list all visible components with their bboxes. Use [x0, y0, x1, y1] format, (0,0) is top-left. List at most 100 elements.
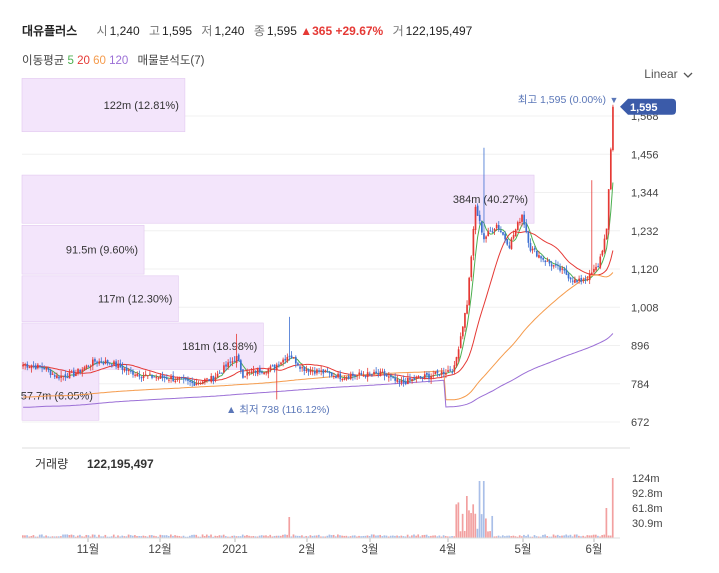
volume-bar: [392, 535, 394, 538]
volume-bar: [208, 535, 210, 538]
volume-bar: [170, 534, 172, 538]
volume-bar: [400, 535, 403, 538]
volume-bar: [106, 536, 109, 538]
volume-bar: [434, 535, 436, 538]
volume-bar: [131, 535, 134, 538]
volume-bar: [250, 536, 253, 538]
candle-body: [394, 377, 397, 381]
candle-body: [442, 371, 445, 374]
candle-body: [244, 376, 246, 378]
volume-bar: [237, 536, 240, 538]
volume-bar: [472, 504, 475, 538]
volume-bar: [191, 534, 193, 538]
volume-bar: [571, 536, 574, 538]
candle-body: [91, 359, 94, 366]
candle-body: [489, 230, 492, 232]
volume-bar: [193, 534, 195, 538]
volume-bar: [45, 535, 47, 538]
candle-body: [214, 377, 217, 381]
candle-body: [193, 382, 196, 386]
volume-profile-toggle[interactable]: 매물분석도(7): [137, 55, 205, 67]
volume-bar: [277, 535, 280, 538]
volume-bar: [556, 534, 559, 538]
candle-body: [493, 228, 496, 231]
candle-body: [491, 231, 494, 233]
candle-body: [578, 278, 580, 281]
volume-bar: [375, 535, 377, 538]
candle-body: [307, 369, 310, 372]
close-value: 1,595: [266, 24, 297, 38]
volume-tick-label: 92.8m: [632, 488, 663, 500]
volume-bar: [76, 535, 79, 538]
volume-bar: [110, 536, 113, 538]
volume-bar: [258, 535, 261, 538]
volume-bar: [580, 536, 582, 538]
candle-body: [77, 368, 79, 374]
candle-body: [157, 377, 160, 379]
volume-bar: [575, 534, 578, 538]
candle-body: [134, 374, 136, 376]
volume-bar: [427, 536, 430, 538]
volume-bar: [347, 536, 350, 538]
candle-body: [375, 371, 377, 374]
volume-bar: [508, 535, 510, 538]
candle-body: [440, 371, 443, 375]
candle-body: [362, 375, 365, 377]
volume-bar: [246, 535, 248, 538]
volume-profile-label: 181m (18.98%): [182, 341, 257, 353]
candle-body: [223, 365, 225, 373]
volume-bar: [222, 534, 225, 538]
volume-bar: [594, 534, 597, 538]
volume-bar: [337, 534, 339, 538]
volume-bar: [87, 535, 90, 538]
volume-profile-label: 91.5m (9.60%): [66, 245, 138, 257]
candle-body: [419, 376, 422, 378]
volume-bar: [372, 534, 375, 538]
candle-body: [32, 365, 35, 367]
candle-body: [343, 378, 346, 380]
volume-bar: [330, 535, 333, 538]
volume-bar: [282, 534, 284, 538]
volume-bar: [81, 536, 83, 538]
candle-body: [60, 375, 62, 378]
candle-body: [108, 362, 111, 364]
candle-body: [94, 359, 96, 362]
volume-bar: [398, 536, 401, 538]
volume-bar: [540, 536, 542, 538]
candle-body: [330, 372, 333, 376]
candle-body: [79, 370, 81, 373]
time-tick-label: 6월: [586, 543, 603, 556]
volume-bar: [356, 536, 358, 538]
scale-select[interactable]: Linear: [644, 67, 693, 81]
candle-body: [320, 370, 323, 372]
candle-body: [102, 362, 105, 365]
volume-bar: [364, 535, 367, 538]
volume-bar: [227, 536, 229, 538]
candle-body: [478, 214, 481, 221]
volume-bar: [60, 536, 62, 538]
volume-bar: [155, 536, 157, 538]
candle-body: [66, 377, 69, 379]
volume-bar: [343, 535, 346, 538]
volume-bar: [315, 535, 318, 538]
candle-body: [527, 231, 530, 243]
candle-body: [187, 379, 189, 381]
moving-average-toggle[interactable]: 이동평균: [22, 55, 65, 67]
candle-body: [201, 381, 204, 384]
volume-bar: [136, 536, 138, 538]
volume-bar: [49, 536, 52, 538]
volume-bar: [117, 535, 119, 538]
candle-body: [512, 235, 515, 239]
candle-body: [542, 257, 545, 260]
candle-body: [261, 371, 263, 374]
candle-body: [379, 371, 382, 376]
volume-bar: [195, 534, 198, 538]
volume-bar: [47, 536, 50, 538]
candle-body: [278, 364, 280, 366]
volume-bar: [578, 535, 580, 538]
volume-bar: [267, 536, 269, 538]
volume-bar: [504, 536, 506, 538]
candle-body: [47, 368, 50, 370]
candle-body: [53, 375, 56, 377]
